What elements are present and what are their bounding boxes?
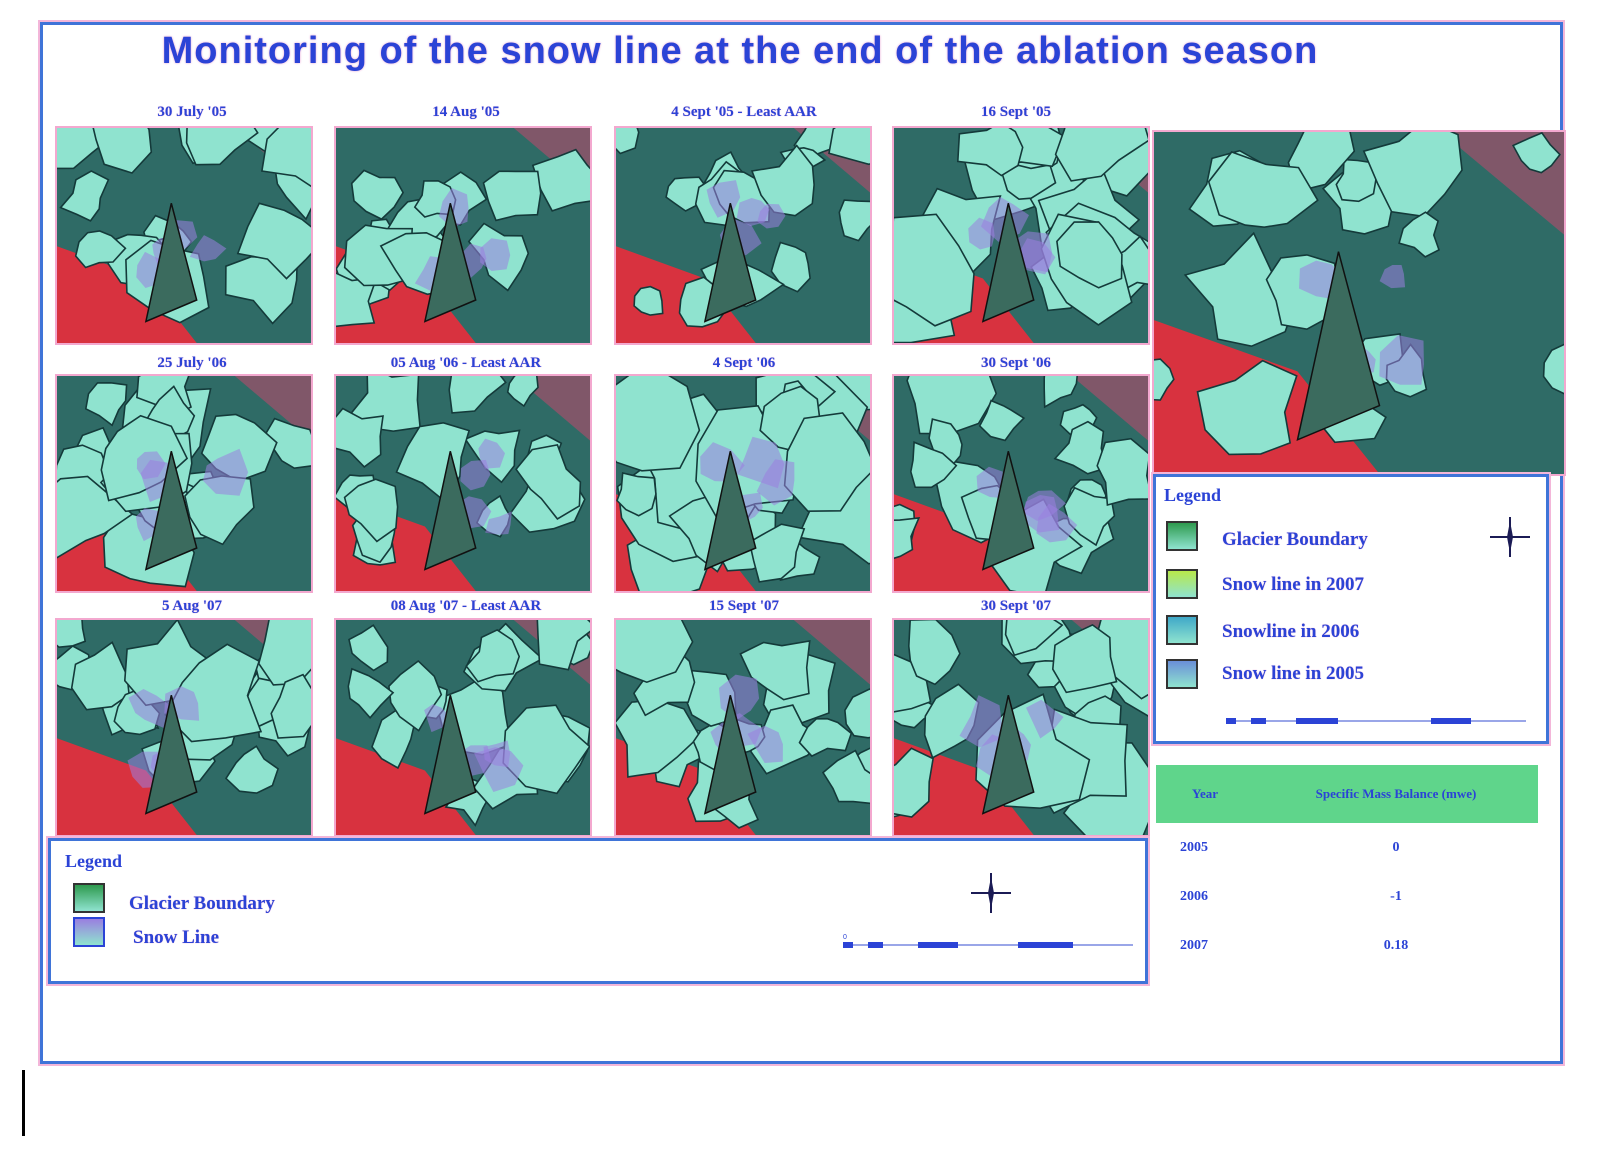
- legend-label: Snow line in 2007: [1222, 574, 1365, 595]
- panel-label: 15 Sept '07: [708, 598, 779, 614]
- page-title: Monitoring of the snow line at the end o…: [161, 30, 1319, 72]
- legend-right: Legend Glacier Boundary Snow line in 200…: [1153, 474, 1549, 744]
- satellite-panel-15-sept-07: [614, 618, 872, 837]
- satellite-panel-5-aug-07: [55, 618, 313, 837]
- year-cell: 2006: [1180, 888, 1208, 904]
- table-row: 2006 -1: [1156, 872, 1538, 921]
- north-arrow-icon: [971, 873, 1011, 913]
- panel-label: 14 Aug '05: [432, 104, 500, 120]
- legend-title: Legend: [65, 851, 123, 871]
- table-row: 2005 0: [1156, 823, 1538, 872]
- year-cell: 2007: [1180, 937, 1208, 953]
- north-arrow-icon: [1490, 517, 1530, 557]
- legend-label: Snow Line: [133, 927, 220, 948]
- panel-label: 16 Sept '05: [980, 104, 1051, 120]
- panel-label: 30 Sept '07: [980, 598, 1051, 614]
- year-cell: 2005: [1180, 839, 1208, 855]
- column-header: Specific Mass Balance (mwe): [1254, 765, 1538, 823]
- satellite-panel-05-aug-06: [334, 374, 592, 593]
- legend-main: Legend Glacier Boundary Snow Line 0: [48, 838, 1148, 984]
- panel-label: 08 Aug '07 - Least AAR: [390, 598, 542, 614]
- panel-label: 5 Aug '07: [161, 598, 222, 614]
- legend-label: Snowline in 2006: [1222, 621, 1360, 642]
- snow-line-2005-swatch-icon: [1166, 659, 1198, 689]
- legend-label: Snow line in 2005: [1222, 663, 1365, 684]
- mass-balance-cell: 0.18: [1383, 937, 1409, 953]
- satellite-panel-30-sept-07: [892, 618, 1150, 837]
- satellite-panel-25-july-06: [55, 374, 313, 593]
- scale-bar-icon: 0: [843, 934, 1133, 948]
- satellite-panel-30-july-05: [55, 126, 313, 345]
- mass-balance-cell: 0: [1392, 839, 1400, 855]
- legend-title: Legend: [1164, 485, 1222, 505]
- panel-label: 4 Sept '05 - Least AAR: [671, 104, 817, 120]
- snowline-2006-swatch-icon: [1166, 615, 1198, 645]
- table-row: 2007 0.18: [1156, 921, 1538, 970]
- panel-label: 4 Sept '06: [712, 355, 776, 371]
- overview-snowline-map: [1152, 130, 1566, 476]
- legend-label: Glacier Boundary: [129, 893, 275, 914]
- legend-label: Glacier Boundary: [1222, 529, 1368, 550]
- snow-line-swatch-icon: [73, 917, 105, 947]
- glacier-boundary-swatch-icon: [1166, 521, 1198, 551]
- glacier-boundary-swatch-icon: [73, 883, 105, 913]
- svg-text:0: 0: [843, 934, 847, 941]
- mass-balance-cell: -1: [1390, 888, 1402, 904]
- satellite-panel-14-aug-05: [334, 126, 592, 345]
- panel-label: 25 July '06: [157, 355, 227, 371]
- mass-balance-table: Year Specific Mass Balance (mwe) 2005 0 …: [1156, 765, 1538, 970]
- panel-label: 30 July '05: [157, 104, 227, 120]
- satellite-panel-4-sept-06: [614, 374, 872, 593]
- satellite-panel-08-aug-07: [334, 618, 592, 837]
- scale-bar-icon: [1226, 718, 1526, 724]
- satellite-panel-4-sept-05: [614, 126, 872, 345]
- satellite-panel-16-sept-05: [892, 126, 1150, 345]
- panel-label: 05 Aug '06 - Least AAR: [390, 355, 542, 371]
- panel-label: 30 Sept '06: [980, 355, 1051, 371]
- table-header-row: Year Specific Mass Balance (mwe): [1156, 765, 1538, 823]
- satellite-panel-30-sept-06: [892, 374, 1150, 593]
- text-cursor: [22, 1070, 25, 1136]
- snow-line-2007-swatch-icon: [1166, 569, 1198, 599]
- column-header: Year: [1156, 765, 1254, 823]
